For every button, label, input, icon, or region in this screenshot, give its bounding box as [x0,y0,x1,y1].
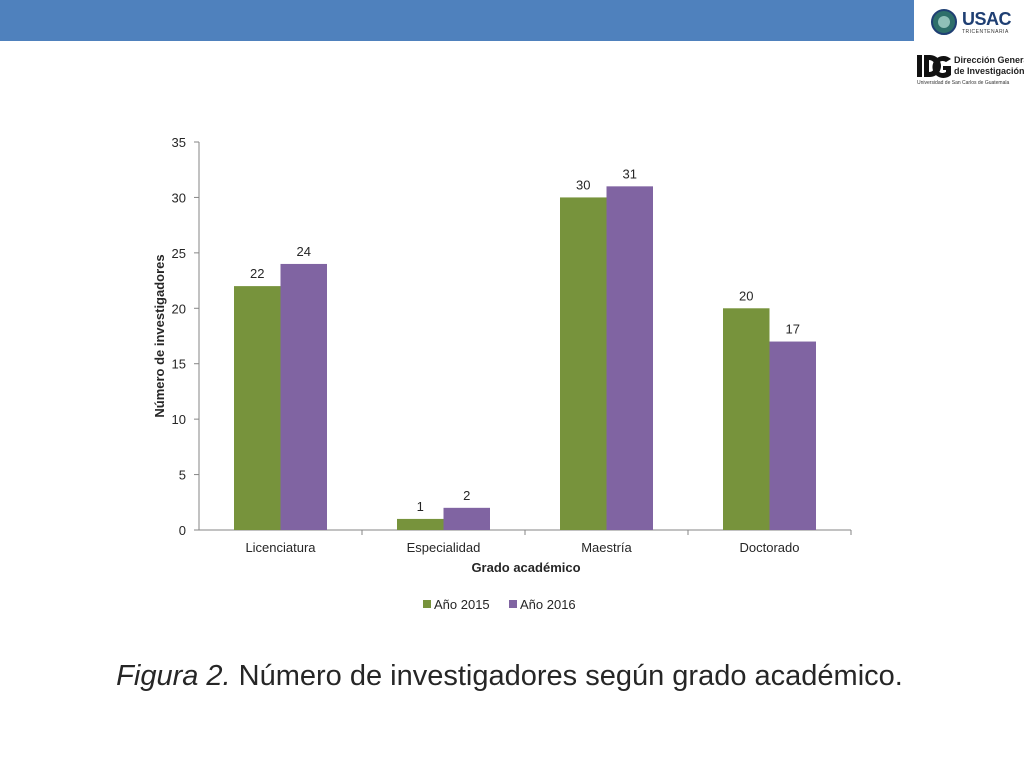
data-label: 31 [623,166,637,181]
x-tick-label: Maestría [581,540,632,555]
caption-prefix: Figura 2. [116,660,231,692]
y-tick-label: 0 [179,523,186,538]
caption-text: Número de investigadores según grado aca… [230,660,903,692]
legend-label: Año 2015 [434,597,490,612]
data-label: 22 [250,266,264,281]
usac-seal-icon [931,9,957,35]
header-bar [0,0,914,41]
y-tick-label: 5 [179,468,186,483]
y-tick-label: 15 [172,357,186,372]
bar [723,308,770,530]
x-tick-label: Licenciatura [245,540,316,555]
usac-logo: USAC TRICENTENARIA [930,8,1020,38]
bar [769,341,816,530]
bar [443,507,490,530]
usac-logo-subtext: TRICENTENARIA [962,29,1009,35]
dg-mark-icon [917,55,951,78]
x-tick-label: Doctorado [740,540,800,555]
data-label: 30 [576,177,590,192]
data-label: 1 [417,499,424,514]
dg-logo-line2: de Investigación [954,66,1024,76]
dg-logo-line1: Dirección General [954,55,1024,65]
bar-chart: 0 5 10 15 20 25 30 35 Licenciatura 22 24 Especialid… [152,135,852,612]
bar [606,186,653,531]
data-label: 17 [786,322,800,337]
y-tick-label: 35 [172,135,186,150]
figure-caption: Figura 2. Número de investigadores según… [0,660,1019,693]
y-tick-label: 25 [172,246,186,261]
bar [280,263,327,530]
bar [234,286,281,530]
dg-logo-line3: Universidad de San Carlos de Guatemala [917,80,1010,86]
y-tick-label: 30 [172,190,186,205]
dg-logo: Dirección General de Investigación Unive… [915,52,1024,92]
data-label: 24 [297,244,311,259]
bar [397,518,444,530]
legend-label: Año 2016 [520,597,576,612]
y-axis-title: Número de investigadores [152,254,167,417]
y-tick-label: 10 [172,412,186,427]
usac-logo-text: USAC [962,9,1012,29]
x-tick-label: Especialidad [407,540,481,555]
data-label: 20 [739,288,753,303]
bar [560,197,607,530]
x-axis-title: Grado académico [471,560,580,575]
legend-swatch [509,600,517,608]
legend-swatch [423,600,431,608]
y-tick-label: 20 [172,301,186,316]
data-label: 2 [463,488,470,503]
